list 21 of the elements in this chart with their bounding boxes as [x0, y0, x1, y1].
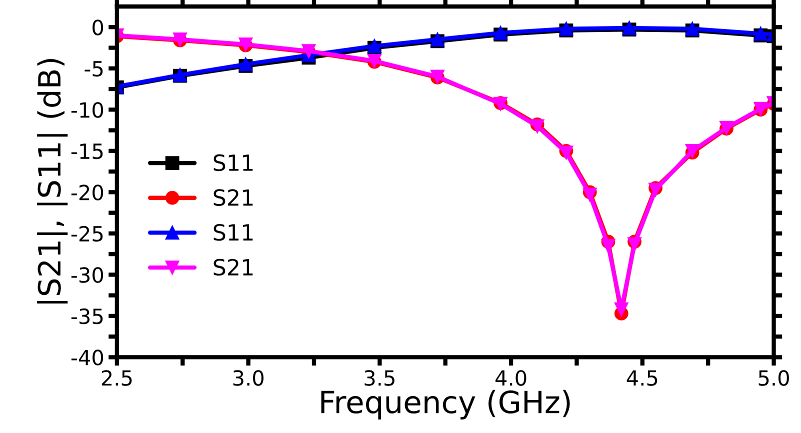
- y-tick-label: -5: [84, 61, 103, 77]
- x-tick-label: 5.0: [758, 370, 789, 386]
- x-tick-label: 3.5: [364, 370, 394, 386]
- y-tick-label: -40: [71, 350, 104, 366]
- y-tick-label: -35: [71, 308, 103, 324]
- x-tick-label: 4.5: [626, 370, 658, 386]
- x-tick-label: 4.0: [495, 370, 526, 386]
- y-axis-title: |S21|, |S11| (dB): [37, 58, 68, 304]
- legend-label: S21: [214, 189, 253, 206]
- x-tick-label: 3.0: [233, 370, 264, 386]
- legend-label: S11: [214, 154, 253, 172]
- y-tick-label: -15: [71, 144, 103, 160]
- x-axis-title: Frequency (GHz): [321, 390, 570, 420]
- legend-label: S21: [214, 258, 253, 276]
- y-tick-label: 0: [92, 20, 104, 36]
- y-tick-label: -30: [71, 267, 104, 283]
- x-tick-label: 2.5: [102, 370, 132, 386]
- y-tick-label: -25: [71, 226, 103, 242]
- y-tick-label: -10: [71, 102, 104, 118]
- legend-label: S11: [214, 224, 253, 241]
- y-tick-label: -20: [71, 184, 104, 200]
